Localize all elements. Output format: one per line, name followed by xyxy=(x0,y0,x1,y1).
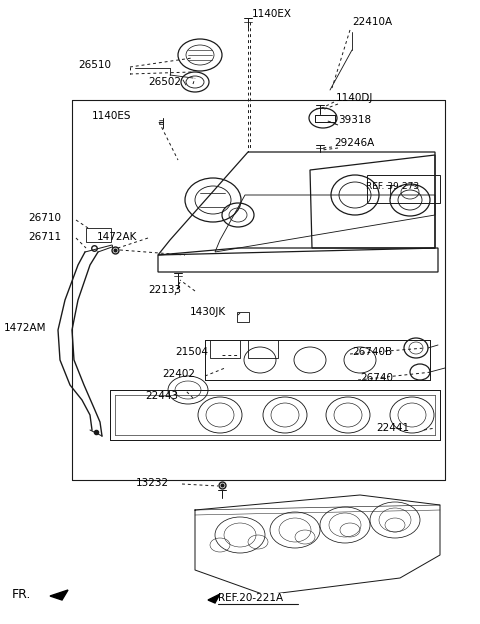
Text: 1140EX: 1140EX xyxy=(252,9,292,19)
Text: REF.20-221A: REF.20-221A xyxy=(218,593,283,603)
Text: FR.: FR. xyxy=(12,588,31,600)
Text: 26740B: 26740B xyxy=(352,347,392,357)
Text: 1430JK: 1430JK xyxy=(190,307,226,317)
Text: 13232: 13232 xyxy=(136,478,169,488)
Text: 22441: 22441 xyxy=(376,423,409,433)
Text: 1472AK: 1472AK xyxy=(97,232,137,242)
Bar xyxy=(237,312,249,322)
Text: 22410A: 22410A xyxy=(352,17,392,27)
Text: 22443: 22443 xyxy=(145,391,178,401)
Polygon shape xyxy=(50,590,68,600)
Text: 1140DJ: 1140DJ xyxy=(336,93,373,103)
Bar xyxy=(86,228,111,242)
Text: 22133: 22133 xyxy=(148,285,181,295)
Text: 26710: 26710 xyxy=(28,213,61,223)
Text: 26740: 26740 xyxy=(360,373,393,383)
Text: 39318: 39318 xyxy=(338,115,371,125)
Bar xyxy=(248,340,278,358)
Text: 1472AM: 1472AM xyxy=(4,323,47,333)
Polygon shape xyxy=(208,594,220,603)
Text: REF. 39-273: REF. 39-273 xyxy=(366,182,419,190)
Text: 26711: 26711 xyxy=(28,232,61,242)
Text: 22402: 22402 xyxy=(162,369,195,379)
Bar xyxy=(210,340,240,358)
Text: 21504: 21504 xyxy=(175,347,208,357)
Text: 29246A: 29246A xyxy=(334,138,374,148)
Text: 26502: 26502 xyxy=(148,77,181,87)
Text: 26510: 26510 xyxy=(78,60,111,70)
Text: REF.20-221A: REF.20-221A xyxy=(218,593,283,603)
Bar xyxy=(367,175,440,203)
Text: 1140ES: 1140ES xyxy=(92,111,132,121)
